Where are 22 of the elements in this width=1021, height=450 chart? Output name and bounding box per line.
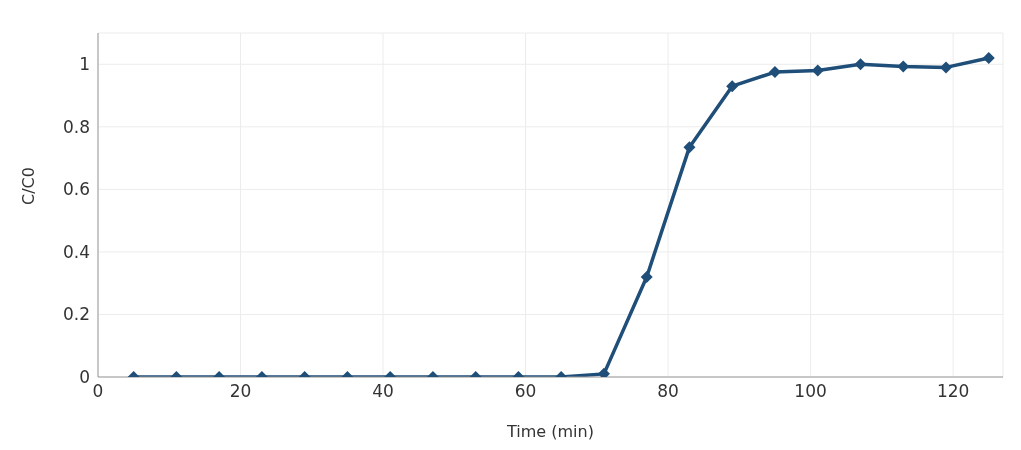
y-tick-label: 0.4 (62, 241, 90, 262)
y-tick-label: 1 (79, 54, 90, 75)
point (854, 58, 867, 71)
point (640, 270, 653, 283)
point (768, 66, 781, 79)
y-tick-label: 0.8 (62, 116, 90, 137)
x-tick-label: 80 (657, 381, 679, 402)
y-tick-label: 0.2 (62, 304, 90, 325)
point (597, 367, 610, 377)
x-tick-label: 100 (794, 381, 827, 402)
point (683, 141, 696, 154)
y-tick-label: 0.6 (62, 179, 90, 200)
x-tick-label: 120 (936, 381, 970, 402)
x-axis-title: Time (min) (506, 422, 594, 441)
point (726, 80, 739, 93)
x-tick-label: 60 (514, 381, 537, 402)
point (982, 52, 995, 65)
x-tick-label: 20 (229, 381, 252, 402)
y-tick-label: 0 (79, 367, 90, 388)
x-tick-label: 0 (92, 381, 104, 402)
y-axis-title: C/C0 (18, 167, 38, 205)
x-tick-label: 40 (372, 381, 394, 402)
